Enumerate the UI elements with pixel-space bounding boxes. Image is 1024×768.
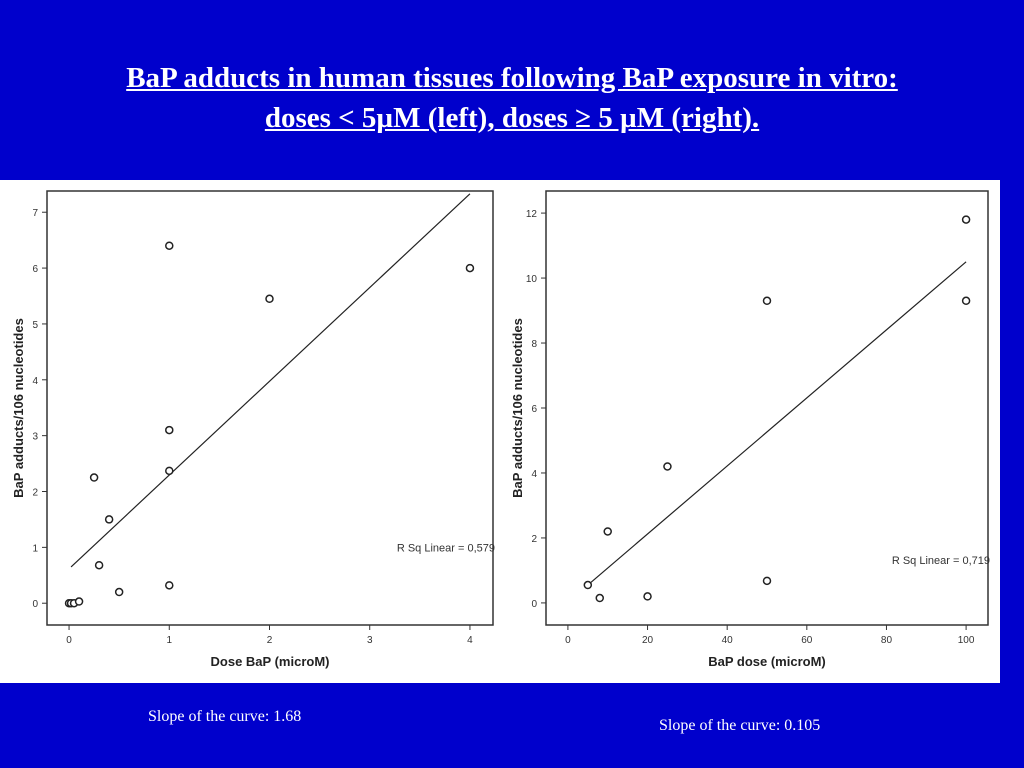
left-slope-caption: Slope of the curve: 1.68 xyxy=(148,708,302,725)
data-point xyxy=(595,593,605,603)
data-point xyxy=(94,560,104,570)
slide-title: BaP adducts in human tissues following B… xyxy=(0,58,1024,138)
x-tick-label: 2 xyxy=(267,635,273,646)
right-slope-caption: Slope of the curve: 0.105 xyxy=(659,717,821,734)
y-tick-label: 12 xyxy=(526,209,538,220)
y-axis-label: BaP adducts/106 nucleotides xyxy=(510,318,525,498)
x-tick-label: 0 xyxy=(66,635,72,646)
data-point xyxy=(762,576,772,586)
data-point xyxy=(74,597,84,606)
y-tick-label: 2 xyxy=(531,534,537,545)
y-tick-label: 6 xyxy=(531,404,537,415)
plot-frame xyxy=(46,190,494,626)
x-tick-label: 1 xyxy=(166,635,172,646)
data-point xyxy=(265,294,274,304)
y-tick-label: 6 xyxy=(32,264,38,275)
data-point xyxy=(114,587,124,597)
data-point xyxy=(583,580,593,590)
right-scatter-chart: 0 20 40 60 80 100 0 2 4 6 8 10 12 BaP dose (microM) Ba… xyxy=(510,190,990,669)
y-tick-label: 10 xyxy=(526,274,538,285)
fit-line xyxy=(70,193,471,568)
y-tick-label: 0 xyxy=(531,599,537,610)
x-tick-label: 60 xyxy=(801,635,813,646)
fit-line xyxy=(587,261,967,586)
data-point xyxy=(663,462,672,471)
data-point xyxy=(762,296,772,306)
data-point xyxy=(165,425,174,435)
x-tick-label: 80 xyxy=(881,635,893,646)
data-point xyxy=(603,527,612,536)
y-tick-label: 4 xyxy=(32,376,38,387)
x-tick-label: 20 xyxy=(642,635,654,646)
r-squared-annotation: R Sq Linear = 0,719 xyxy=(892,555,990,567)
data-point xyxy=(465,263,475,273)
y-tick-label: 2 xyxy=(32,488,38,499)
y-axis-label: BaP adducts/106 nucleotides xyxy=(11,318,26,498)
data-point xyxy=(961,296,971,306)
x-tick-label: 4 xyxy=(467,635,473,646)
data-point xyxy=(165,241,174,250)
title-line-2: doses < 5µM (left), doses ≥ 5 µM (right)… xyxy=(264,102,760,134)
data-point xyxy=(165,466,174,476)
y-tick-label: 0 xyxy=(32,599,38,610)
x-tick-label: 100 xyxy=(958,635,975,646)
data-point xyxy=(643,592,652,601)
x-axis-label: BaP dose (microM) xyxy=(708,654,826,669)
data-point xyxy=(165,581,174,590)
title-line-1: BaP adducts in human tissues following B… xyxy=(126,62,898,94)
y-tick-label: 7 xyxy=(32,208,38,219)
y-tick-label: 3 xyxy=(32,432,38,443)
r-squared-annotation: R Sq Linear = 0,579 xyxy=(397,542,495,554)
y-tick-label: 1 xyxy=(32,543,38,554)
x-tick-label: 0 xyxy=(565,635,571,646)
x-axis-label: Dose BaP (microM) xyxy=(211,654,330,669)
charts-panel: 0 1 2 3 4 0 1 2 3 4 5 6 7 Dose BaP (microM) BaP adduct… xyxy=(0,180,1000,683)
x-tick-label: 3 xyxy=(367,635,373,646)
data-point xyxy=(89,473,99,482)
x-tick-label: 40 xyxy=(722,635,734,646)
y-tick-label: 4 xyxy=(531,469,537,480)
left-scatter-chart: 0 1 2 3 4 0 1 2 3 4 5 6 7 Dose BaP (microM) BaP adduct… xyxy=(11,190,495,669)
y-tick-label: 8 xyxy=(531,339,537,350)
data-point xyxy=(104,515,114,524)
y-tick-label: 5 xyxy=(32,320,38,331)
data-point xyxy=(961,215,971,224)
